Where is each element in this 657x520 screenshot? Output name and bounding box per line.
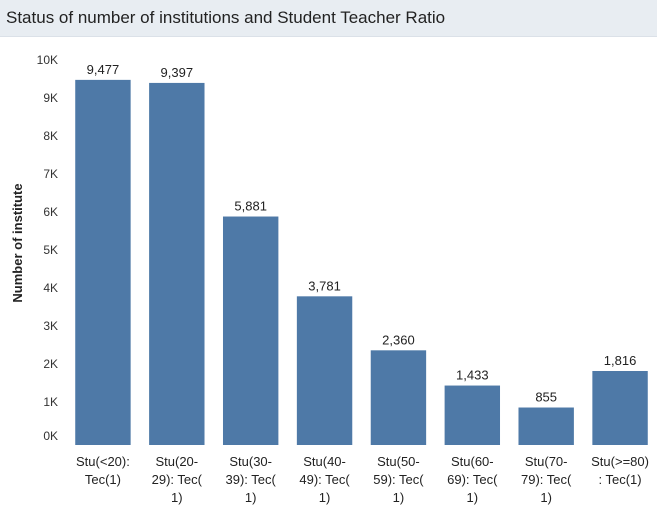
bar-data-label: 5,881 bbox=[234, 199, 267, 214]
x-tick-label: Stu(>=80): Tec(1) bbox=[591, 454, 649, 487]
x-tick-label: Stu(<20): Tec(1) bbox=[76, 454, 130, 487]
y-tick-label: 3K bbox=[43, 319, 58, 333]
bar-data-label: 9,397 bbox=[161, 65, 194, 80]
y-axis-title: Number of institute bbox=[10, 183, 25, 302]
bars-group: 9,477 9,397 5,881 3,781 2,360 1,433 855 1,816 bbox=[75, 62, 648, 446]
chart-title: Status of number of institutions and Stu… bbox=[6, 8, 446, 27]
bar-data-label: 2,360 bbox=[382, 332, 415, 347]
y-axis: 0K 1K 2K 3K 4K 5K 6K 7K 8K 9K 10K bbox=[37, 53, 58, 443]
chart-title-bar: Status of number of institutions and Stu… bbox=[0, 0, 657, 37]
x-tick-label: Stu(40-49): Tec(1) bbox=[299, 454, 350, 505]
y-tick-label: 2K bbox=[43, 357, 58, 371]
bar-data-label: 9,477 bbox=[87, 62, 120, 77]
x-tick-label: Stu(70-79): Tec(1) bbox=[521, 454, 572, 505]
bar bbox=[518, 407, 574, 445]
x-axis: Stu(<20): Tec(1) Stu(20-29): Tec(1) Stu(30-… bbox=[76, 454, 649, 505]
y-tick-label: 4K bbox=[43, 281, 58, 295]
x-tick-label: Stu(60-69): Tec(1) bbox=[447, 454, 498, 505]
bar bbox=[222, 216, 279, 445]
y-tick-label: 9K bbox=[43, 91, 58, 105]
bar-data-label: 1,433 bbox=[456, 368, 489, 383]
y-tick-label: 6K bbox=[43, 205, 58, 219]
y-tick-label: 8K bbox=[43, 129, 58, 143]
bar bbox=[75, 79, 131, 446]
bar bbox=[444, 385, 501, 445]
x-tick-label: Stu(30-39): Tec(1) bbox=[226, 454, 277, 505]
x-tick-label: Stu(20-29): Tec(1) bbox=[152, 454, 203, 505]
bar bbox=[592, 370, 648, 445]
y-tick-label: 1K bbox=[43, 395, 58, 409]
x-tick-label: Stu(50-59): Tec(1) bbox=[373, 454, 424, 505]
bar-data-label: 855 bbox=[535, 390, 557, 405]
bar-data-label: 3,781 bbox=[308, 278, 341, 293]
y-tick-label: 7K bbox=[43, 167, 58, 181]
bar-data-label: 1,816 bbox=[604, 353, 637, 368]
y-tick-label: 5K bbox=[43, 243, 58, 257]
y-tick-label: 0K bbox=[43, 429, 58, 443]
bar bbox=[149, 82, 205, 445]
bar bbox=[296, 296, 353, 445]
y-tick-label: 10K bbox=[37, 53, 58, 67]
bar bbox=[370, 350, 427, 445]
